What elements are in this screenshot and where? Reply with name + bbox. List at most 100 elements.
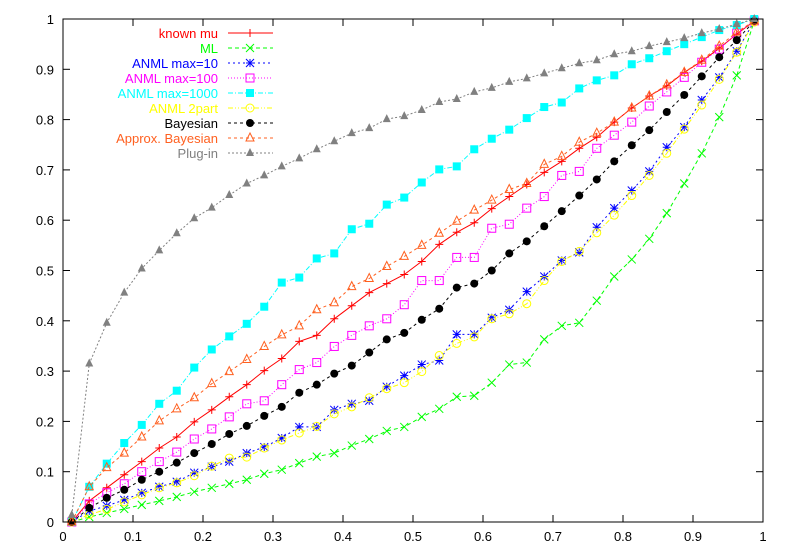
data-point	[189, 468, 199, 478]
data-point	[365, 123, 374, 132]
data-point	[469, 252, 479, 262]
legend-marker	[245, 58, 255, 68]
data-point	[486, 193, 497, 204]
data-point	[242, 319, 251, 328]
data-point	[154, 414, 165, 425]
data-point	[172, 447, 182, 457]
data-point	[172, 386, 181, 395]
data-point	[679, 72, 689, 82]
data-point	[312, 380, 321, 389]
x-tick-label: 0.7	[544, 529, 562, 544]
data-point	[662, 208, 672, 218]
data-point	[574, 136, 585, 146]
data-point	[295, 337, 304, 346]
data-point	[382, 279, 391, 288]
data-point	[120, 439, 129, 448]
legend-label: Approx. Bayesian	[116, 131, 218, 146]
data-point	[224, 365, 235, 376]
data-point	[469, 332, 479, 342]
y-tick-label: 0.6	[36, 213, 54, 228]
data-point	[155, 245, 164, 254]
legend-marker	[246, 89, 254, 97]
data-point	[136, 430, 147, 441]
data-point	[155, 444, 164, 453]
data-point	[417, 276, 427, 286]
data-point	[329, 448, 339, 458]
legend-entry: ANML 2part	[149, 101, 273, 116]
data-point	[469, 204, 480, 214]
data-point	[312, 331, 321, 340]
legend-marker	[245, 43, 255, 53]
data-point	[85, 496, 94, 505]
data-point	[347, 399, 357, 409]
x-tick-label: 0.2	[194, 529, 212, 544]
data-point	[66, 515, 77, 526]
y-tick-label: 0.9	[36, 62, 54, 77]
data-point	[575, 84, 584, 93]
data-point	[224, 479, 234, 489]
data-point	[85, 482, 94, 491]
data-point	[452, 162, 461, 171]
data-point	[154, 457, 164, 467]
data-point	[382, 335, 391, 344]
data-point	[190, 449, 199, 458]
data-point	[680, 90, 689, 99]
data-point	[644, 89, 655, 100]
legend-entry: ANML max=10	[132, 56, 273, 71]
data-point	[382, 426, 392, 436]
data-point	[312, 254, 321, 263]
data-point	[645, 126, 654, 135]
y-tick-label: 0.7	[36, 163, 54, 178]
data-point	[119, 446, 130, 457]
data-point	[627, 141, 636, 150]
data-point	[645, 54, 654, 63]
data-point	[399, 300, 409, 310]
data-point	[574, 246, 584, 256]
data-point	[311, 303, 322, 314]
data-point	[155, 399, 164, 408]
data-point	[382, 114, 391, 123]
plot-marks	[66, 14, 760, 527]
data-point	[329, 296, 340, 307]
data-point	[452, 252, 462, 262]
data-point	[102, 317, 111, 326]
data-point	[347, 361, 356, 370]
data-point	[330, 369, 339, 378]
data-point	[102, 493, 111, 502]
data-point	[277, 380, 287, 390]
series-line	[71, 20, 755, 523]
data-point	[172, 478, 182, 488]
data-point	[347, 225, 356, 234]
data-point	[715, 53, 724, 62]
legend-marker	[245, 131, 255, 142]
data-point	[154, 483, 164, 493]
data-point	[697, 72, 706, 81]
legend-entry: ML	[200, 41, 273, 56]
data-point	[521, 177, 532, 187]
data-point	[487, 134, 496, 143]
data-point	[609, 210, 619, 220]
data-point	[557, 256, 567, 266]
data-point	[434, 356, 444, 365]
data-point	[557, 63, 566, 72]
data-point	[382, 384, 392, 394]
data-point	[505, 249, 514, 258]
data-point	[522, 73, 531, 82]
data-point	[540, 222, 549, 231]
data-point	[382, 314, 392, 324]
data-point	[417, 367, 427, 377]
data-point	[662, 142, 672, 152]
data-point	[190, 213, 199, 222]
legend-label: ML	[200, 41, 218, 56]
series-line	[71, 18, 755, 523]
data-point	[346, 280, 357, 291]
x-tick-label: 1	[759, 529, 766, 544]
data-point	[207, 440, 216, 449]
data-point	[329, 341, 339, 351]
data-point	[592, 133, 601, 142]
data-point	[67, 509, 76, 518]
data-point	[487, 378, 497, 388]
series-ml	[67, 16, 759, 527]
data-point	[487, 223, 497, 233]
